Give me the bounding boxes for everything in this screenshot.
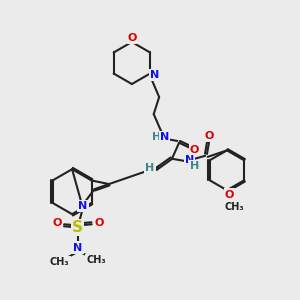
Text: O: O bbox=[205, 131, 214, 141]
Text: N: N bbox=[78, 201, 88, 211]
Text: O: O bbox=[52, 218, 62, 228]
Text: H: H bbox=[146, 163, 155, 173]
Text: N: N bbox=[150, 70, 159, 80]
Text: O: O bbox=[190, 145, 199, 154]
Text: S: S bbox=[72, 220, 83, 236]
Text: O: O bbox=[128, 33, 137, 43]
Text: H: H bbox=[152, 132, 161, 142]
Text: CH₃: CH₃ bbox=[86, 255, 106, 265]
Text: N: N bbox=[160, 132, 169, 142]
Text: N: N bbox=[185, 155, 194, 165]
Text: O: O bbox=[94, 218, 104, 228]
Text: CH₃: CH₃ bbox=[224, 202, 244, 212]
Text: O: O bbox=[225, 190, 234, 200]
Text: H: H bbox=[190, 161, 199, 171]
Text: CH₃: CH₃ bbox=[50, 257, 70, 267]
Text: N: N bbox=[73, 242, 83, 253]
